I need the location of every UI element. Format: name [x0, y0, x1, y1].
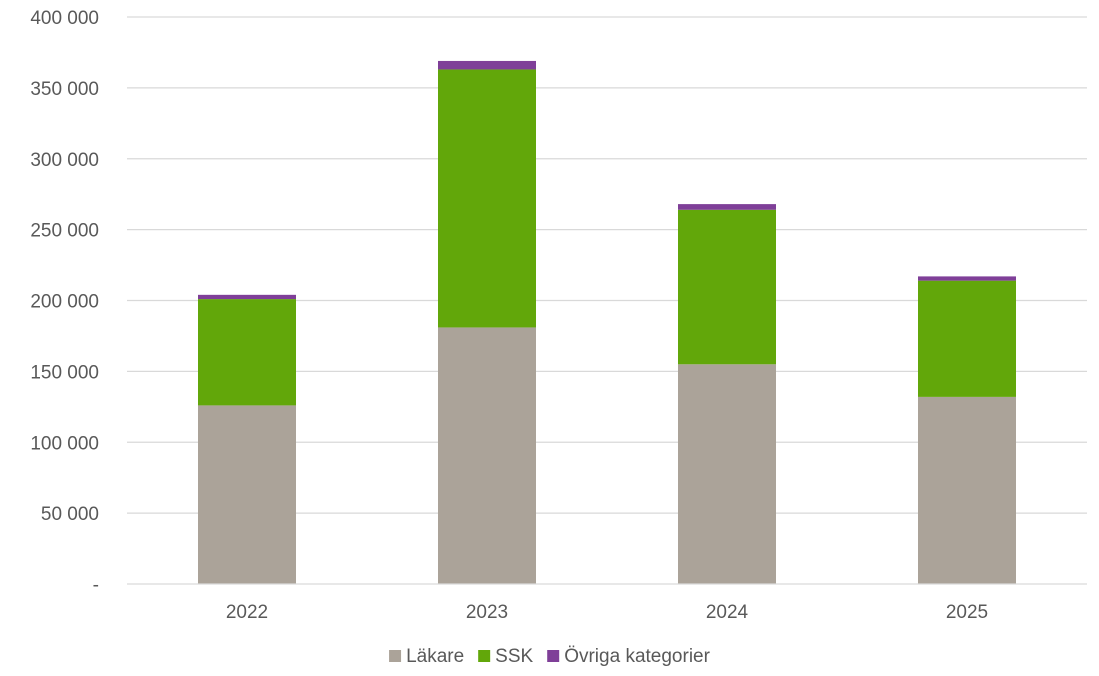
x-tick-label: 2023 [466, 602, 508, 623]
bar-segment-2023-1 [438, 69, 536, 328]
bar-segment-2023-0 [438, 327, 536, 584]
y-axis: - 50 000 100 000 150 000 200 000 250 000 300 0… [30, 8, 99, 596]
legend-label: Övriga kategorier [564, 646, 710, 667]
legend: Läkare SSK Övriga kategorier [389, 646, 711, 667]
x-tick-label: 2025 [946, 602, 988, 623]
y-tick-label: 350 000 [30, 79, 99, 100]
y-tick-label: 150 000 [30, 362, 99, 383]
y-tick-label: 200 000 [30, 292, 99, 313]
bars [198, 60, 1016, 584]
bar-segment-2024-0 [678, 364, 776, 584]
bar-segment-2022-0 [198, 405, 296, 584]
legend-label: SSK [495, 646, 533, 667]
bar-segment-2025-0 [918, 396, 1016, 584]
x-tick-label: 2024 [706, 602, 749, 623]
y-tick-label: 400 000 [30, 8, 99, 29]
legend-swatch-1 [478, 650, 491, 662]
x-axis: 2022 2023 2024 2025 [127, 583, 1087, 623]
bar-segment-2024-2 [678, 204, 776, 210]
y-tick-label: - [93, 575, 99, 596]
y-tick-label: 250 000 [30, 221, 99, 242]
y-tick-label: 100 000 [30, 433, 99, 454]
x-tick-label: 2022 [226, 602, 268, 623]
y-tick-label: 300 000 [30, 150, 99, 171]
bar-segment-2023-2 [438, 60, 536, 70]
bar-segment-2025-1 [918, 280, 1016, 397]
legend-label: Läkare [406, 646, 464, 667]
y-tick-label: 50 000 [41, 504, 99, 525]
bar-segment-2022-2 [198, 294, 296, 300]
bar-segment-2025-2 [918, 276, 1016, 281]
legend-swatch-0 [389, 650, 402, 662]
bar-segment-2024-1 [678, 209, 776, 365]
legend-swatch-2 [547, 650, 560, 662]
bar-segment-2022-1 [198, 299, 296, 406]
